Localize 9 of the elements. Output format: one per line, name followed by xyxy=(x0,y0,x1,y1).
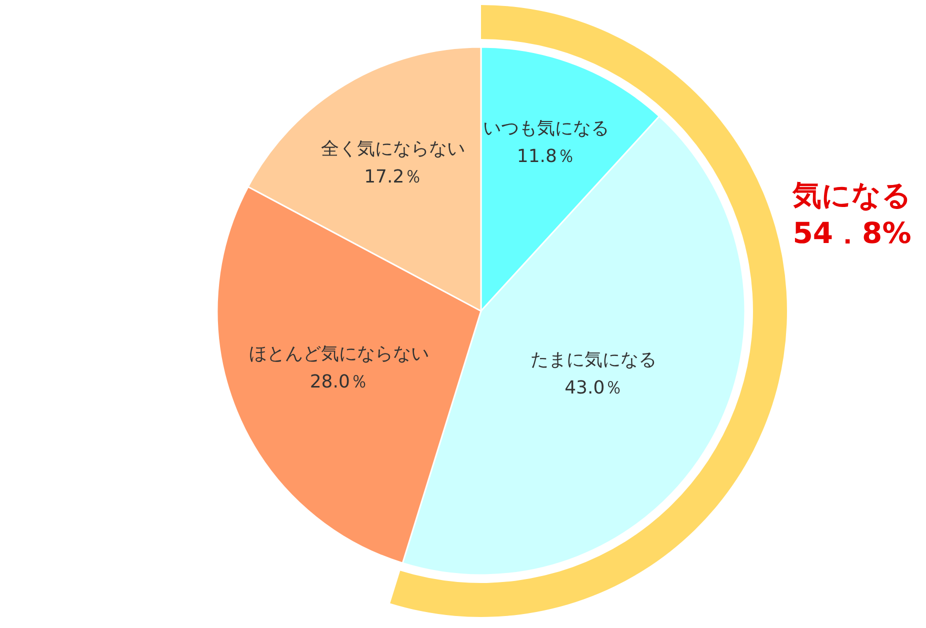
slice-label: ほとんど気にならない xyxy=(248,343,429,364)
data-label: 28.0％ xyxy=(310,371,368,392)
data-label: 17.2％ xyxy=(364,166,422,188)
slice-label: 全く気にならない xyxy=(321,138,466,160)
slice-label: いつも気になる xyxy=(482,118,609,139)
data-label: 11.8％ xyxy=(516,146,575,167)
slice-label: たまに気になる xyxy=(530,350,657,371)
text: 気になる 54．8% xyxy=(792,178,912,250)
data-label: 43.0％ xyxy=(564,378,623,399)
